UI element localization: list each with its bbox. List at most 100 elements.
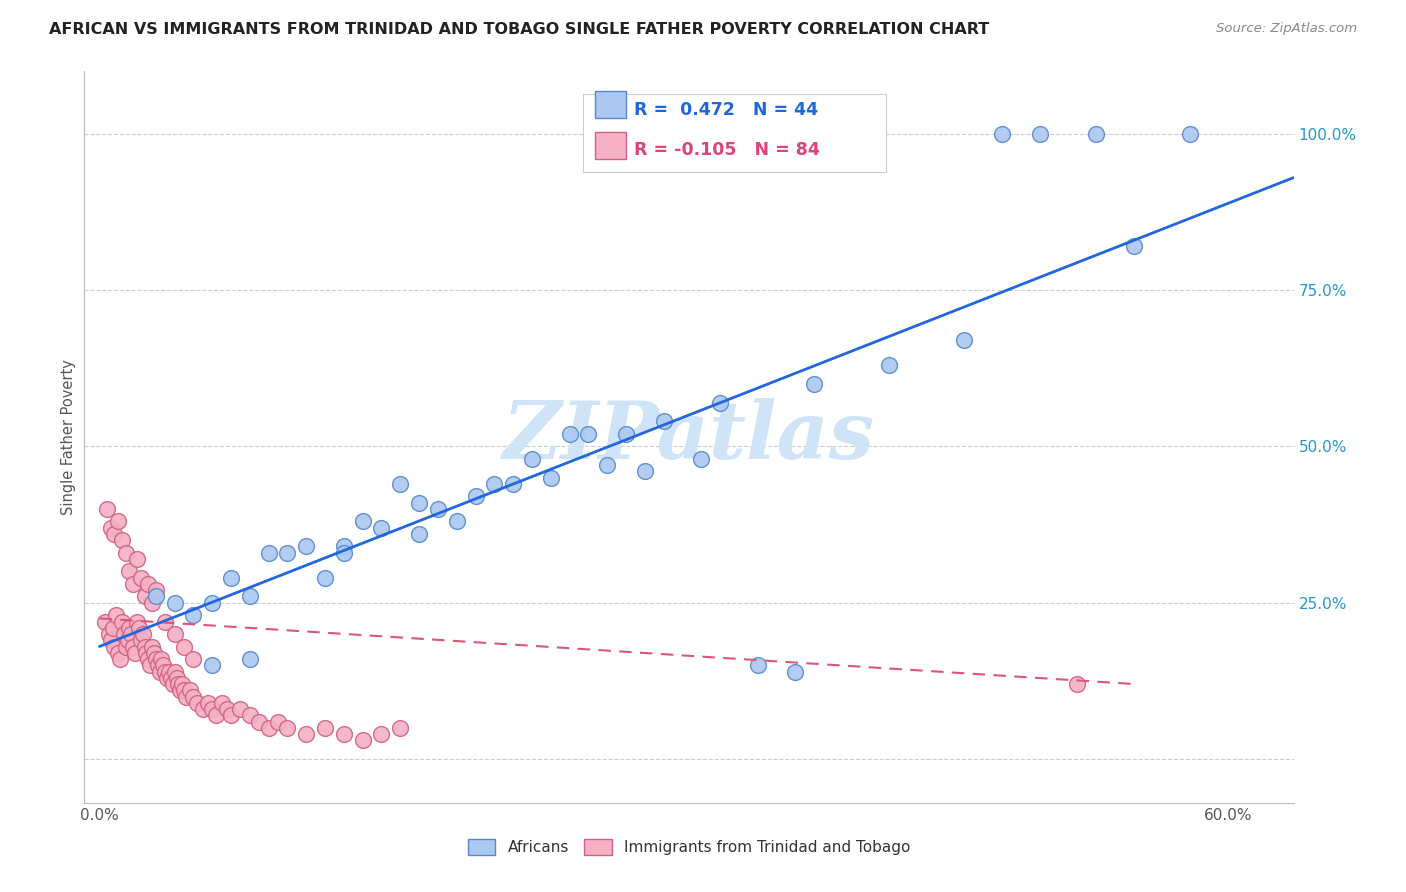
Point	[276, 721, 298, 735]
Point	[173, 640, 195, 654]
Point	[389, 721, 412, 735]
Point	[295, 540, 318, 554]
Point	[201, 596, 224, 610]
Text: AFRICAN VS IMMIGRANTS FROM TRINIDAD AND TOBAGO SINGLE FATHER POVERTY CORRELATION: AFRICAN VS IMMIGRANTS FROM TRINIDAD AND …	[49, 22, 990, 37]
Point	[484, 477, 506, 491]
Point	[1122, 239, 1144, 253]
Point	[217, 702, 239, 716]
Point	[145, 583, 167, 598]
Point	[352, 733, 374, 747]
Point	[408, 527, 430, 541]
Point	[129, 633, 152, 648]
Point	[124, 646, 146, 660]
Point	[111, 533, 134, 548]
Point	[239, 708, 262, 723]
Point	[145, 590, 167, 604]
Point	[295, 727, 318, 741]
Point	[134, 590, 156, 604]
Point	[155, 665, 177, 679]
Point	[747, 658, 769, 673]
Point	[201, 658, 224, 673]
Point	[219, 571, 242, 585]
Point	[142, 646, 165, 660]
Point	[803, 376, 825, 391]
Point	[166, 671, 188, 685]
Point	[148, 665, 170, 679]
Point	[100, 633, 122, 648]
Point	[103, 640, 125, 654]
Point	[211, 696, 233, 710]
Point	[191, 702, 214, 716]
Point	[219, 708, 242, 723]
Point	[131, 627, 153, 641]
Y-axis label: Single Father Poverty: Single Father Poverty	[60, 359, 76, 515]
Text: ZIPatlas: ZIPatlas	[503, 399, 875, 475]
Point	[105, 608, 128, 623]
Legend: Africans, Immigrants from Trinidad and Tobago: Africans, Immigrants from Trinidad and T…	[461, 833, 917, 861]
Text: R =  0.472   N = 44: R = 0.472 N = 44	[634, 101, 818, 119]
Point	[576, 426, 599, 441]
Point	[103, 527, 125, 541]
Point	[446, 515, 468, 529]
Point	[183, 608, 205, 623]
Point	[136, 577, 159, 591]
Point	[162, 677, 184, 691]
Point	[169, 683, 191, 698]
Point	[172, 677, 194, 691]
Point	[136, 652, 159, 666]
Text: Source: ZipAtlas.com: Source: ZipAtlas.com	[1216, 22, 1357, 36]
Point	[129, 571, 152, 585]
Point	[96, 502, 118, 516]
Point	[197, 696, 219, 710]
Point	[150, 652, 173, 666]
Point	[502, 477, 524, 491]
Point	[120, 627, 142, 641]
Point	[239, 590, 262, 604]
Point	[267, 714, 290, 729]
Point	[100, 521, 122, 535]
Point	[709, 395, 731, 409]
Point	[97, 627, 120, 641]
Point	[186, 696, 208, 710]
Point	[134, 640, 156, 654]
Point	[370, 727, 392, 741]
Point	[156, 671, 179, 685]
Point	[117, 633, 139, 648]
Point	[652, 414, 675, 428]
Point	[157, 665, 180, 679]
Point	[257, 721, 280, 735]
Point	[101, 621, 124, 635]
Point	[1085, 127, 1108, 141]
Point	[426, 502, 449, 516]
Point	[953, 333, 976, 347]
Point	[173, 683, 195, 698]
Point	[112, 627, 135, 641]
Point	[163, 665, 186, 679]
Point	[183, 690, 205, 704]
Point	[179, 683, 201, 698]
Point	[408, 496, 430, 510]
Point	[167, 677, 190, 691]
Point	[690, 452, 713, 467]
Point	[333, 546, 356, 560]
Point	[125, 552, 148, 566]
Point	[991, 127, 1014, 141]
Point	[128, 621, 150, 635]
Point	[333, 540, 356, 554]
Point	[114, 546, 136, 560]
Point	[1066, 677, 1088, 691]
Point	[145, 652, 167, 666]
Point	[614, 426, 637, 441]
Point	[257, 546, 280, 560]
Point	[333, 727, 356, 741]
Point	[877, 358, 900, 372]
Point	[122, 577, 145, 591]
Point	[160, 671, 183, 685]
Point	[464, 490, 486, 504]
Point	[229, 702, 252, 716]
Point	[108, 652, 131, 666]
Point	[107, 646, 129, 660]
Point	[107, 515, 129, 529]
Point	[276, 546, 298, 560]
Point	[141, 640, 163, 654]
